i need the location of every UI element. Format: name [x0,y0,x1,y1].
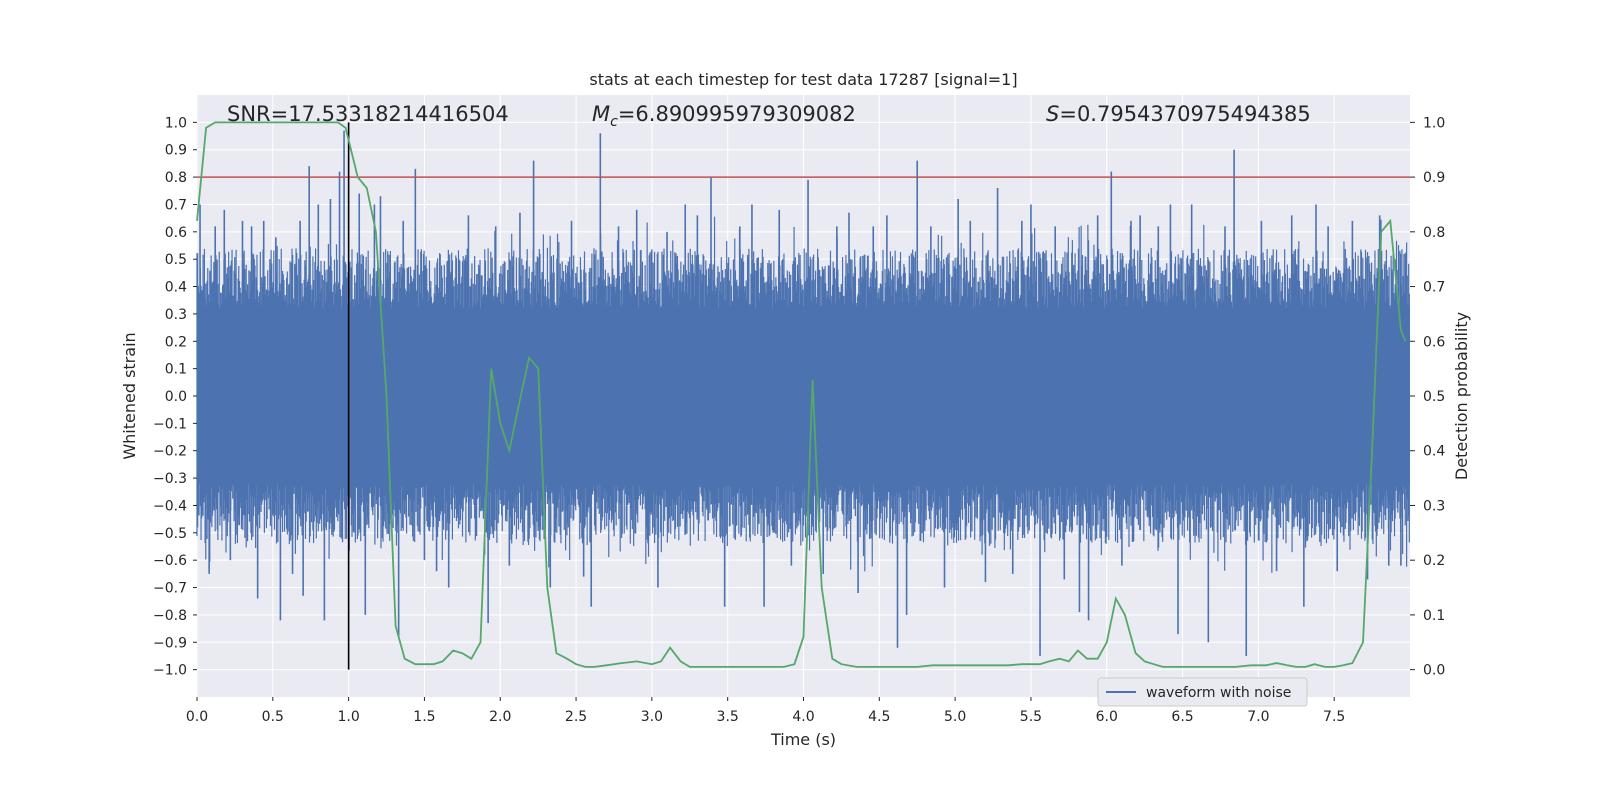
y-tick-label: 0.0 [165,389,187,405]
waveform-core-band [197,308,1410,484]
x-tick-label: 5.0 [944,709,966,725]
chart-title: stats at each timestep for test data 172… [589,70,1017,89]
s-value: =0.7954370975494385 [1059,102,1310,126]
y2-axis-label: Detection probability [1452,312,1471,480]
mc-symbol: M [592,102,610,126]
detection-probability-line [196,121,1407,668]
y2-tick-label: 0.3 [1423,498,1445,514]
y2-tick-label: 0.9 [1423,170,1445,186]
y2-tick-label: 0.6 [1423,334,1445,350]
probability-layer [196,121,1407,668]
y-tick-label: 0.2 [165,334,187,350]
x-tick-labels: 0.0 0.5 1.0 1.5 2.0 2.5 3.0 3.5 4.0 4.5 5.0 5.5 6.0 6… [186,697,1345,725]
x-tick-label: 6.5 [1171,709,1193,725]
x-tick-label: 7.5 [1323,709,1345,725]
y-tick-label: −0.2 [153,444,187,460]
x-tick-label: 7.0 [1247,709,1269,725]
y-tick-label: 0.3 [165,307,187,323]
y-tick-label: −0.7 [153,581,187,597]
x-tick-label: 2.5 [565,709,587,725]
y2-tick-label: 0.1 [1423,608,1445,624]
x-tick-label: 5.5 [1020,709,1042,725]
y2-tick-label: 0.5 [1423,389,1445,405]
y2-tick-label: 0.7 [1423,280,1445,296]
y-tick-label: 0.1 [165,362,187,378]
x-axis-label: Time (s) [770,730,836,749]
x-tick-label: 2.0 [489,709,511,725]
x-tick-label: 1.5 [413,709,435,725]
y-tick-label: 0.8 [165,170,187,186]
y-tick-label: −0.9 [153,635,187,651]
y-tick-label: 1.0 [165,115,187,131]
snr-annotation: SNR=17.53318214416504 [227,102,509,126]
x-tick-label: 0.0 [186,709,208,725]
x-tick-label: 3.0 [641,709,663,725]
y2-tick-label: 0.8 [1423,225,1445,241]
y-tick-label: −0.6 [153,553,187,569]
s-symbol: S [1046,102,1059,126]
y2-tick-labels: 1.0 0.9 0.8 0.7 0.6 0.5 0.4 0.3 0.2 0.1 0.0 [1410,115,1445,679]
y2-tick-label: 1.0 [1423,115,1445,131]
x-tick-label: 1.0 [337,709,359,725]
y-tick-label: −0.8 [153,608,187,624]
s-annotation: S=0.7954370975494385 [1046,102,1311,126]
legend: waveform with noise [1097,677,1308,707]
y-tick-label: 0.6 [165,225,187,241]
chirp-mass-annotation: Mc=6.890995979309082 [592,102,856,130]
y-tick-label: 0.9 [165,143,187,159]
y-tick-label: 0.4 [165,280,187,296]
y-tick-label: −1.0 [153,663,187,679]
x-tick-label: 4.5 [868,709,890,725]
y2-tick-label: 0.0 [1423,663,1445,679]
waveform-series [196,130,1410,656]
y2-tick-label: 0.2 [1423,553,1445,569]
x-tick-label: 4.0 [792,709,814,725]
y-axis-label: Whitened strain [120,332,139,459]
y-tick-label: −0.4 [153,498,187,514]
y-tick-label: −0.5 [153,526,187,542]
x-tick-label: 6.0 [1096,709,1118,725]
mc-value: =6.890995979309082 [618,102,856,126]
legend-label: waveform with noise [1146,685,1291,701]
y-tick-label: 0.7 [165,197,187,213]
mc-subscript: c [610,114,618,130]
x-tick-label: 3.5 [717,709,739,725]
legend-box [1097,677,1308,707]
y-tick-label: −0.1 [153,416,187,432]
y-tick-labels: 1.0 0.9 0.8 0.7 0.6 0.5 0.4 0.3 0.2 0.1 0.0 −0.1 −0.… [153,115,197,679]
y-tick-label: −0.3 [153,471,187,487]
y-tick-label: 0.5 [165,252,187,268]
x-tick-label: 0.5 [262,709,284,725]
y2-tick-label: 0.4 [1423,444,1445,460]
